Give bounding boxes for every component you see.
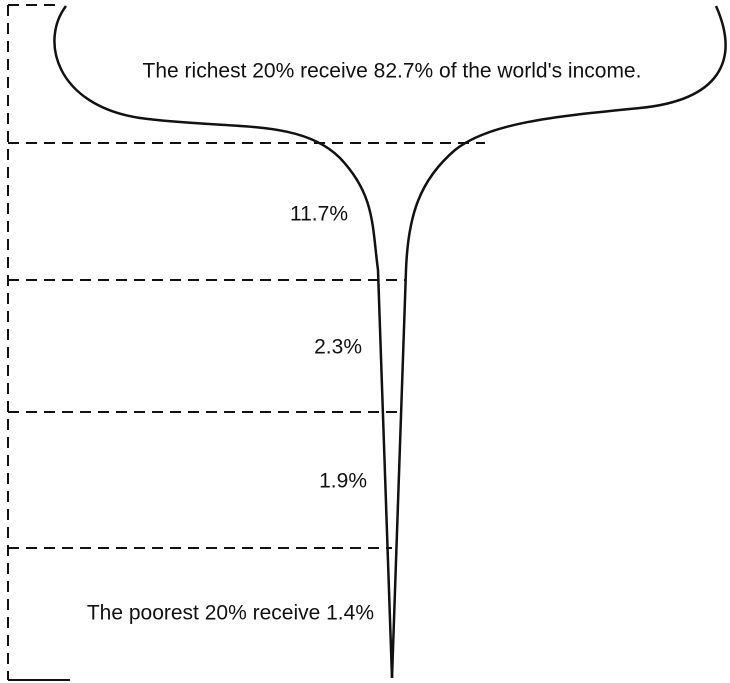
glass-right-outline xyxy=(390,5,727,679)
band-label: The poorest 20% receive 1.4% xyxy=(87,602,374,625)
band-label: 1.9% xyxy=(319,470,367,493)
band-label: 2.3% xyxy=(314,336,362,359)
band-label: The richest 20% receive 82.7% of the wor… xyxy=(143,60,642,83)
band-label: 11.7% xyxy=(290,203,348,226)
glass-left-outline xyxy=(53,5,394,679)
